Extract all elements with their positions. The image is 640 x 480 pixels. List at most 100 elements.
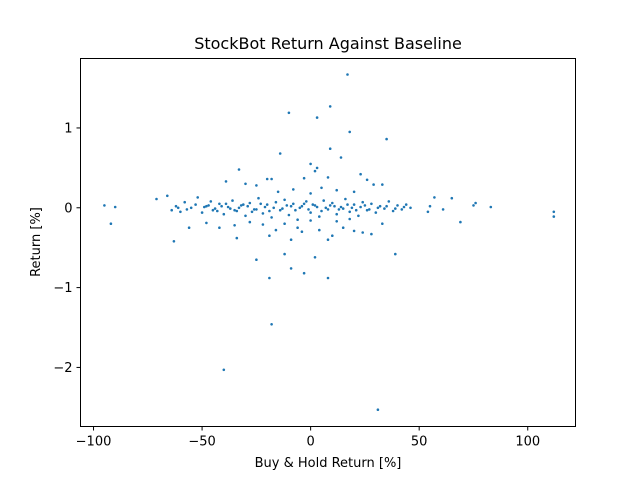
scatter-point (283, 198, 286, 202)
scatter-point (242, 203, 245, 206)
x-tick-label: 100 (515, 435, 540, 450)
scatter-point (474, 201, 477, 205)
scatter-point (394, 207, 397, 210)
scatter-point (239, 204, 243, 207)
scatter-point (216, 209, 219, 213)
scatter-point (409, 206, 412, 210)
scatter-point (270, 177, 273, 181)
scatter-point (400, 208, 404, 211)
scatter-point (344, 197, 347, 201)
scatter-point (381, 222, 384, 225)
scatter-point (103, 204, 106, 207)
scatter-point (363, 204, 367, 207)
scatter-point (237, 206, 241, 210)
scatter-point (296, 218, 299, 221)
scatter-point (283, 222, 286, 225)
scatter-point (318, 215, 321, 218)
scatter-point (218, 202, 221, 206)
scatter-point (459, 220, 462, 224)
scatter-point (552, 215, 556, 218)
scatter-point (309, 192, 312, 195)
scatter-point (289, 267, 293, 270)
scatter-point (372, 183, 375, 186)
scatter-point (289, 238, 293, 241)
scatter-point (302, 176, 306, 180)
scatter-point (328, 204, 332, 207)
scatter-point (268, 276, 271, 280)
scatter-point (233, 224, 236, 227)
scatter-point (352, 203, 356, 206)
scatter-point (326, 208, 330, 211)
scatter-point (339, 205, 343, 209)
scatter-point (370, 232, 373, 236)
scatter-point (307, 208, 310, 211)
chart-title: StockBot Return Against Baseline (194, 34, 462, 53)
scatter-point (326, 176, 330, 179)
scatter-point (365, 208, 369, 212)
scatter-point (226, 205, 230, 209)
scatter-point (213, 207, 217, 210)
scatter-point (218, 226, 221, 229)
y-tick-label: −1 (53, 281, 72, 296)
scatter-point (176, 206, 180, 210)
scatter-point (205, 204, 208, 208)
scatter-point (235, 236, 239, 240)
scatter-point (278, 208, 282, 212)
scatter-point (296, 226, 299, 229)
scatter-point (335, 188, 339, 192)
scatter-point (357, 214, 360, 218)
scatter-point (352, 229, 356, 233)
scatter-point (331, 234, 334, 237)
scatter-point (268, 209, 271, 213)
scatter-point (300, 230, 304, 233)
scatter-point (404, 203, 408, 206)
scatter-point (248, 220, 252, 224)
scatter-point (265, 203, 269, 206)
scatter-point (237, 168, 241, 171)
scatter-point (370, 202, 373, 206)
scatter-point (339, 156, 343, 159)
scatter-point (274, 228, 278, 232)
scatter-point (489, 205, 493, 209)
scatter-point (302, 202, 306, 206)
data-points (103, 73, 556, 412)
scatter-point (361, 231, 365, 234)
scatter-point (252, 208, 256, 211)
scatter-point (270, 323, 273, 326)
scatter-point (352, 190, 356, 194)
scatter-point (278, 152, 282, 155)
scatter-point (209, 200, 213, 203)
scatter-point (354, 208, 358, 212)
scatter-point (246, 204, 249, 208)
scatter-point (309, 219, 312, 222)
x-tick-label: 50 (411, 435, 428, 450)
scatter-point (346, 73, 349, 76)
scatter-point (300, 204, 304, 208)
scatter-point (320, 209, 323, 213)
scatter-point (274, 200, 278, 204)
scatter-point (196, 196, 199, 199)
scatter-point (292, 202, 295, 206)
y-tick-label: 1 (64, 121, 72, 136)
scatter-point (233, 208, 236, 212)
scatter-point (302, 271, 306, 275)
scatter-point (292, 188, 295, 191)
scatter-point (383, 207, 386, 210)
scatter-point (257, 196, 260, 200)
scatter-point (309, 211, 312, 214)
scatter-point (185, 208, 189, 211)
scatter-point (250, 210, 254, 214)
scatter-point (428, 204, 432, 208)
x-tick-label: 0 (306, 435, 314, 450)
scatter-point (261, 223, 265, 226)
scatter-point (205, 221, 208, 225)
scatter-point (244, 182, 247, 186)
y-axis-label: Return [%] (29, 207, 44, 277)
scatter-point (311, 203, 315, 206)
scatter-point (172, 240, 176, 243)
scatter-point (441, 208, 445, 211)
scatter-point (368, 208, 371, 211)
scatter-point (283, 252, 286, 256)
scatter-point (255, 184, 258, 187)
